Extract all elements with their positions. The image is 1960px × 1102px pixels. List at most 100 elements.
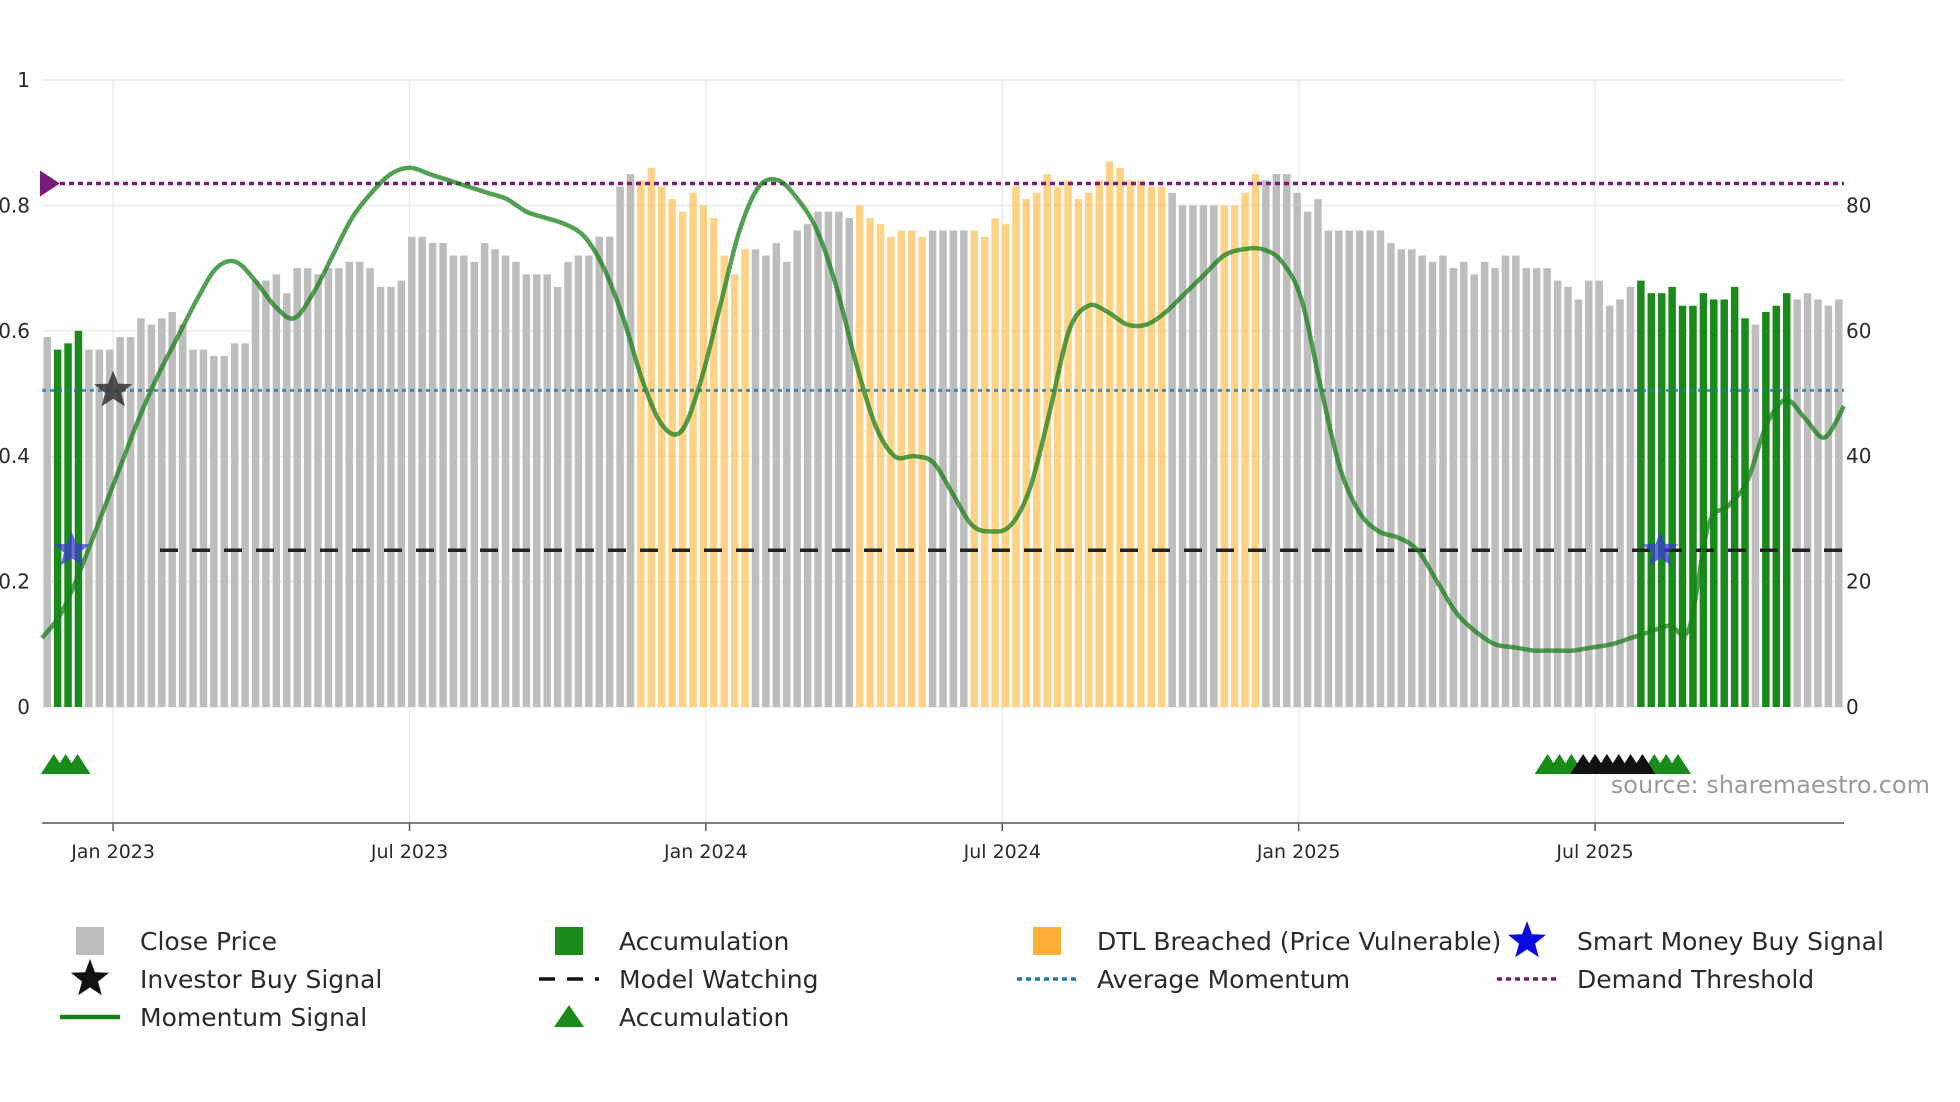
close-price-bar [1428, 261, 1437, 707]
legend-label: DTL Breached (Price Vulnerable) [1097, 927, 1501, 956]
dtl-breached-bar [970, 230, 978, 708]
close-price-bar [105, 349, 114, 707]
close-price-bar [355, 261, 364, 707]
close-price-bar [533, 274, 541, 707]
x-tick-label: Jul 2023 [370, 841, 448, 863]
accumulation-bar [53, 349, 62, 707]
close-price-bar [449, 255, 458, 707]
dtl-breached-bar [908, 230, 916, 708]
close-price-bar [1324, 230, 1333, 708]
close-price-bar [376, 286, 385, 707]
close-price-bar [1824, 305, 1833, 707]
close-price-bar [1793, 299, 1801, 707]
close-price-bar [126, 337, 135, 707]
dtl-breached-bar [1116, 167, 1124, 707]
legend-item: Close Price [76, 927, 277, 956]
close-price-bar [1345, 230, 1353, 708]
legend: Close Price Accumulation DTL Breached (Pri… [60, 921, 1884, 1032]
reference-lines [40, 170, 1844, 552]
close-price-bar [814, 211, 822, 708]
dtl-breached-bar [1105, 161, 1114, 707]
close-price-bar [147, 324, 156, 707]
y-right-tick-label: 40 [1846, 444, 1871, 468]
close-price-bar [189, 349, 197, 707]
close-price-bar [1814, 299, 1822, 707]
legend-item: Accumulation [554, 1003, 789, 1032]
close-price-bar [1626, 286, 1635, 707]
dtl-breached-bar [647, 167, 656, 707]
x-tick-label: Jul 2025 [1555, 841, 1633, 863]
close-price-bar [335, 268, 343, 707]
accumulation-bar [1637, 280, 1645, 707]
dtl-breached-bar [1241, 192, 1249, 708]
dtl-breached-bar [1085, 192, 1093, 708]
dtl-breached-bar [1001, 224, 1010, 707]
legend-label: Model Watching [619, 965, 819, 994]
legend-swatch [76, 927, 104, 955]
close-price-bar [1522, 268, 1531, 707]
dtl-breached-bar [980, 236, 989, 707]
close-price-bar [1501, 255, 1510, 707]
accumulation-bar [1699, 293, 1708, 707]
dtl-breached-bar [741, 249, 749, 708]
dtl-breached-bar [1230, 205, 1239, 707]
legend-label: Close Price [140, 927, 277, 956]
close-price-bar [512, 261, 520, 707]
legend-item: Demand Threshold [1497, 965, 1814, 994]
axes: 0 0.2 0.4 0.6 0.8 1 0 20 40 60 80 Jan 2023 Jul 2023 J… [0, 68, 1871, 863]
legend-item: Model Watching [539, 965, 819, 994]
close-price-bar [1532, 268, 1541, 707]
signal-markers [40, 370, 1692, 774]
close-price-bar [1282, 174, 1291, 708]
close-price-bar [272, 274, 281, 707]
close-price-bar [574, 255, 583, 707]
dtl-breached-bar [1012, 186, 1020, 708]
y-left-tick-label: 0.2 [0, 570, 30, 594]
close-price-bar [1803, 293, 1812, 707]
close-price-bar [1189, 205, 1197, 707]
close-price-bar [1751, 324, 1760, 707]
close-price-bar [553, 286, 562, 707]
close-price-bar [491, 249, 499, 708]
legend-item: DTL Breached (Price Vulnerable) [1033, 927, 1501, 956]
legend-triangle-icon [554, 1005, 584, 1027]
close-price-bar [1835, 299, 1843, 707]
close-price-bar [824, 211, 833, 708]
accumulation-bar [1689, 305, 1697, 707]
accumulation-bar [1647, 293, 1656, 707]
dtl-breached-bar [918, 236, 926, 707]
close-price-bar [1355, 230, 1364, 708]
close-price-bar [168, 311, 176, 707]
accumulation-bar [1772, 305, 1781, 707]
legend-label: Accumulation [619, 927, 789, 956]
demand-threshold-marker [40, 170, 60, 197]
dtl-breached-bar [699, 205, 708, 707]
dtl-breached-bar [1137, 180, 1145, 707]
close-price-bar [283, 293, 291, 707]
close-price-bar [1293, 192, 1301, 708]
y-left-tick-label: 0 [17, 695, 30, 719]
smart-money-buy-star [1642, 531, 1679, 566]
close-price-bar [314, 274, 322, 707]
close-price-bar [1407, 249, 1416, 708]
close-price-bar [230, 343, 239, 707]
dtl-breached-bar [1147, 186, 1156, 708]
close-price-bar [1272, 174, 1281, 708]
close-price-bar [1262, 180, 1270, 707]
close-price-bar [418, 236, 426, 707]
close-price-bar [210, 355, 218, 707]
close-price-bar [1491, 268, 1499, 707]
dtl-breached-bar [1043, 174, 1051, 708]
dtl-breached-bar [1126, 180, 1135, 707]
close-price-bar [1585, 280, 1593, 707]
legend-label: Smart Money Buy Signal [1577, 927, 1884, 956]
dtl-breached-bar [1064, 180, 1072, 707]
close-price-bar [616, 186, 624, 708]
close-price-bar [522, 274, 531, 707]
close-price-bar [345, 261, 354, 707]
close-price-bar [1553, 280, 1562, 707]
close-price-bar [241, 343, 249, 707]
close-price-bar [1387, 243, 1395, 707]
smart-money-buy-star [53, 531, 90, 566]
close-price-bar [95, 349, 104, 707]
